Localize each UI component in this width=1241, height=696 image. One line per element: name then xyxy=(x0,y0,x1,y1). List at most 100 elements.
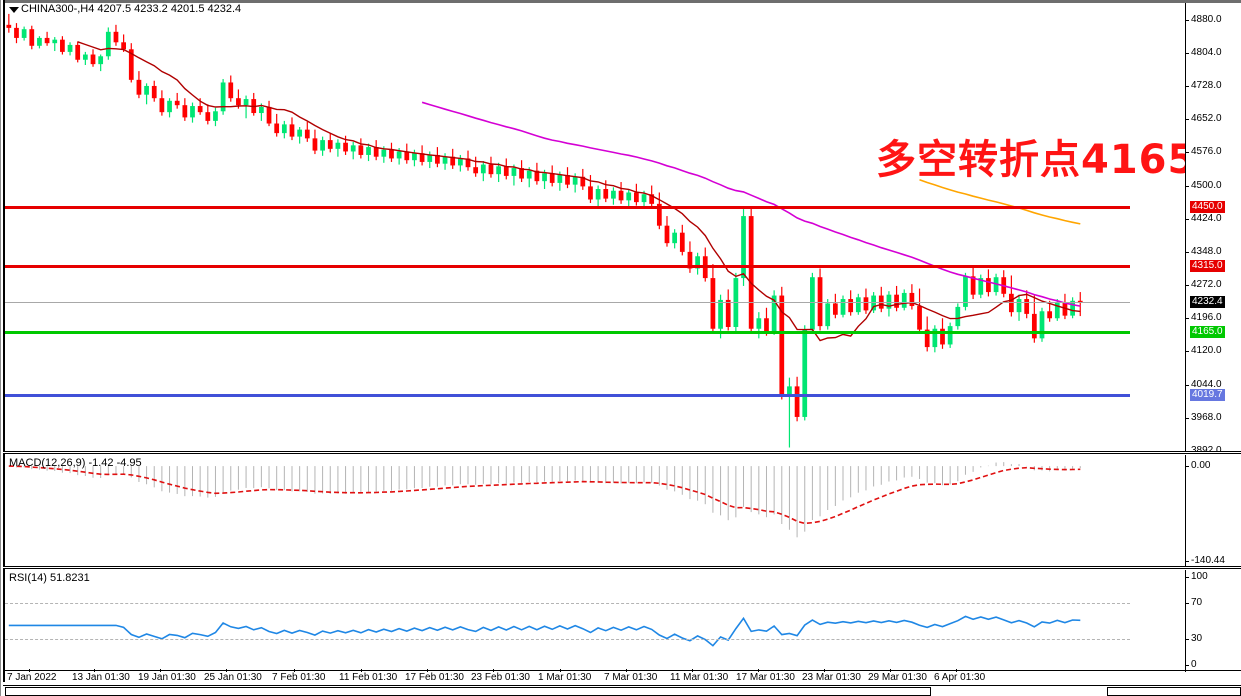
time-axis-label: 6 Apr 01:30 xyxy=(934,672,986,683)
price-badge-4019-7: 4019.7 xyxy=(1190,389,1225,402)
time-axis-tick xyxy=(226,669,227,672)
macd-axis-line xyxy=(1185,455,1186,567)
time-axis-label: 23 Feb 01:30 xyxy=(471,672,530,683)
time-axis-rule xyxy=(5,670,1241,671)
macd-tick xyxy=(1185,466,1189,468)
moving-average-slow xyxy=(919,179,1081,225)
rsi-tick-label: 0 xyxy=(1191,659,1197,670)
time-axis-label: 19 Jan 01:30 xyxy=(138,672,196,683)
time-axis-tick xyxy=(94,669,95,672)
pane-separator-rsi xyxy=(3,566,1241,569)
scrollbar-track[interactable] xyxy=(3,685,1241,696)
price-tick-label: 4804.0 xyxy=(1191,46,1222,58)
price-tick-label: 3892.0 xyxy=(1191,446,1222,456)
price-tick-label: 4500.0 xyxy=(1191,179,1222,191)
rsi-tick xyxy=(1185,577,1189,578)
time-axis-label: 23 Mar 01:30 xyxy=(802,672,861,683)
price-tick xyxy=(1185,318,1189,320)
time-axis-label: 7 Feb 01:30 xyxy=(272,672,326,683)
rsi-line xyxy=(8,615,1081,647)
resistance-line-4315 xyxy=(5,265,1130,269)
symbol-title: CHINA300-,H4 4207.5 4233.2 4201.5 4232.4 xyxy=(21,3,242,15)
price-tick xyxy=(1185,52,1189,54)
time-axis-tick xyxy=(692,669,693,672)
price-tick xyxy=(1185,218,1189,220)
horizontal-scrollbar[interactable] xyxy=(3,685,1241,696)
moving-average-mid xyxy=(421,101,1081,307)
support-line-4165 xyxy=(5,330,1130,334)
time-axis-tick xyxy=(560,669,561,672)
rsi-title: RSI(14) 51.8231 xyxy=(9,572,90,584)
time-axis-label: 1 Mar 01:30 xyxy=(538,672,592,683)
price-tick-label: 4728.0 xyxy=(1191,79,1222,91)
triangle-down-icon[interactable] xyxy=(9,7,19,13)
price-tick xyxy=(1185,152,1189,154)
price-plot-area[interactable] xyxy=(5,3,1130,451)
window-left-border xyxy=(0,0,3,696)
price-tick xyxy=(1185,351,1189,353)
time-axis-tick xyxy=(294,669,295,672)
time-axis-tick xyxy=(361,669,362,672)
rsi-tick-label: 30 xyxy=(1191,632,1203,644)
time-axis-label: 17 Mar 01:30 xyxy=(736,672,795,683)
time-axis-tick xyxy=(493,669,494,672)
price-tick-label: 4120.0 xyxy=(1191,345,1222,357)
time-axis-tick xyxy=(956,669,957,672)
scrollbar-right-section[interactable] xyxy=(1107,687,1241,696)
price-chart-pane[interactable] xyxy=(5,3,1186,451)
price-badge-4232-4: 4232.4 xyxy=(1190,296,1225,309)
price-tick xyxy=(1185,417,1189,419)
price-badge-4450-0: 4450.0 xyxy=(1190,201,1225,214)
time-axis-tick xyxy=(890,669,891,672)
rsi-tick xyxy=(1185,665,1189,666)
price-tick-label: 4348.0 xyxy=(1191,245,1222,257)
price-axis[interactable]: 4880.0 4804.0 4728.0 4652.0 4576.0 4500.0 4424… xyxy=(1185,3,1241,456)
price-badge-4165-0: 4165.0 xyxy=(1190,325,1225,338)
price-tick-label: 4424.0 xyxy=(1191,212,1222,224)
lower-band-line-4019 xyxy=(5,394,1130,398)
rsi-tick-label: 100 xyxy=(1191,571,1208,582)
rsi-plot-area[interactable] xyxy=(5,570,1130,672)
scrollbar-thumb[interactable] xyxy=(5,687,931,696)
time-axis-tick xyxy=(758,669,759,672)
time-axis-label: 11 Feb 01:30 xyxy=(339,672,398,683)
macd-axis: 0.00 -140.44 xyxy=(1185,455,1241,567)
rsi-axis-line xyxy=(1185,570,1186,672)
macd-tick xyxy=(1185,560,1189,562)
price-tick xyxy=(1185,85,1189,87)
price-tick xyxy=(1185,384,1189,386)
time-axis-label: 11 Mar 01:30 xyxy=(670,672,729,683)
current-price-line xyxy=(5,302,1130,304)
price-tick-label: 4880.0 xyxy=(1191,13,1222,25)
macd-tick-label: 0.00 xyxy=(1191,460,1211,472)
time-axis-label: 7 Jan 2022 xyxy=(7,672,57,683)
time-axis-tick xyxy=(160,669,161,672)
rsi-series xyxy=(8,615,1081,647)
macd-title: MACD(12,26,9) -1.42 -4.95 xyxy=(9,457,142,469)
rsi-tick xyxy=(1185,638,1189,640)
macd-signal-line xyxy=(8,465,1081,525)
window-top-border xyxy=(0,0,1241,3)
price-tick xyxy=(1185,285,1189,287)
time-axis-tick xyxy=(29,669,30,672)
price-tick-label: 4196.0 xyxy=(1191,312,1222,324)
pane-separator-macd xyxy=(3,451,1241,454)
time-axis[interactable]: 7 Jan 2022 13 Jan 01:30 19 Jan 01:30 25 Jan… xyxy=(5,669,1241,684)
macd-tick-label: -140.44 xyxy=(1191,554,1225,566)
macd-pane[interactable] xyxy=(5,455,1186,567)
price-tick-label: 4652.0 xyxy=(1191,113,1222,125)
price-badge-4315-0: 4315.0 xyxy=(1190,260,1225,273)
price-tick-label: 4272.0 xyxy=(1191,279,1222,291)
price-tick-label: 4044.0 xyxy=(1191,378,1222,390)
rsi-pane[interactable] xyxy=(5,570,1186,672)
macd-plot-area[interactable] xyxy=(5,455,1130,567)
price-tick xyxy=(1185,251,1189,253)
macd-series xyxy=(8,462,1081,538)
rsi-level-70 xyxy=(5,603,1130,605)
time-axis-tick xyxy=(427,669,428,672)
time-axis-label: 25 Jan 01:30 xyxy=(204,672,262,683)
time-axis-label: 7 Mar 01:30 xyxy=(604,672,658,683)
price-tick xyxy=(1185,19,1189,21)
rsi-level-30 xyxy=(5,638,1130,640)
rsi-axis: 100 70 30 0 xyxy=(1185,570,1241,672)
